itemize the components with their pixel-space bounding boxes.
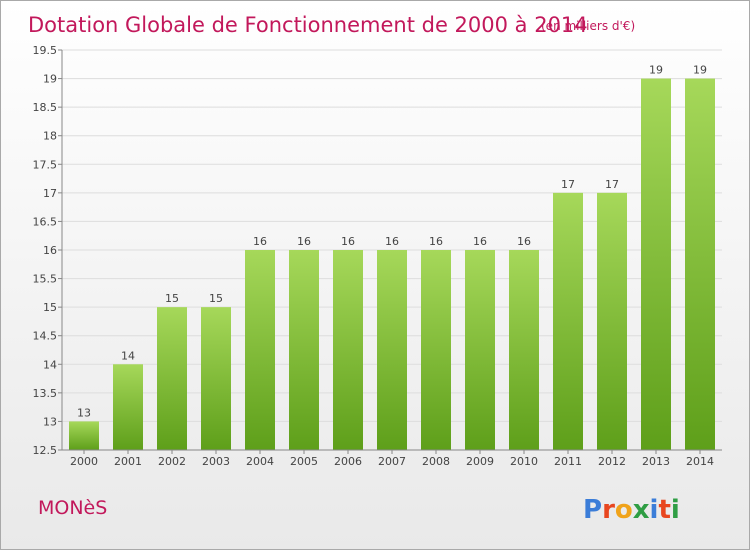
x-tick-label: 2010 [510,455,538,468]
y-tick-label: 14.5 [33,330,58,343]
y-tick-label: 12.5 [33,444,58,457]
logo-letter: r [602,495,615,525]
bar-value-label: 15 [165,292,179,305]
bar-value-label: 14 [121,349,135,362]
logo-letter: i [671,495,680,525]
bar [597,192,627,450]
bar [289,250,319,450]
x-tick-label: 2002 [158,455,186,468]
bar-value-label: 16 [341,235,355,248]
y-tick-label: 16 [43,244,57,257]
bar [465,250,495,450]
chart-title: Dotation Globale de Fonctionnement de 20… [28,13,588,37]
bar [685,78,715,451]
logo-letter: t [658,495,670,525]
x-tick-label: 2008 [422,455,450,468]
x-tick-label: 2014 [686,455,714,468]
x-tick-label: 2004 [246,455,274,468]
y-tick-label: 19 [43,73,57,86]
bar-value-label: 16 [473,235,487,248]
commune-name: MONèS [38,497,107,519]
bar [69,421,99,450]
y-tick-label: 15 [43,301,57,314]
y-tick-label: 15.5 [33,273,58,286]
bar-value-label: 17 [605,178,619,191]
bar [245,250,275,450]
x-tick-label: 2009 [466,455,494,468]
bar-value-label: 19 [649,64,663,77]
bar [509,250,539,450]
x-tick-label: 2013 [642,455,670,468]
bar [553,192,583,450]
bar-value-label: 16 [429,235,443,248]
y-tick-label: 13.5 [33,387,58,400]
x-tick-label: 2011 [554,455,582,468]
x-tick-label: 2005 [290,455,318,468]
x-tick-label: 2007 [378,455,406,468]
bar-value-label: 13 [77,406,91,419]
x-tick-label: 2003 [202,455,230,468]
y-tick-label: 18.5 [33,101,58,114]
proxiti-logo: Proxiti [583,495,680,525]
logo-letter: P [583,495,602,525]
y-tick-label: 17 [43,187,57,200]
x-tick-label: 2000 [70,455,98,468]
bar [157,307,187,450]
bar-value-label: 15 [209,292,223,305]
bar [201,307,231,450]
bar-value-label: 19 [693,64,707,77]
y-tick-label: 19.5 [33,44,58,57]
x-tick-label: 2006 [334,455,362,468]
bar [641,78,671,451]
y-tick-label: 17.5 [33,158,58,171]
x-tick-label: 2012 [598,455,626,468]
logo-letter: x [633,495,650,525]
bar-value-label: 16 [385,235,399,248]
bar-value-label: 16 [297,235,311,248]
bar [421,250,451,450]
logo-letter: o [615,495,633,525]
y-tick-label: 18 [43,130,57,143]
logo-letter: i [650,495,659,525]
y-tick-label: 13 [43,415,57,428]
bar [377,250,407,450]
bar-value-label: 16 [253,235,267,248]
y-tick-label: 14 [43,358,57,371]
bar-value-label: 16 [517,235,531,248]
bar [333,250,363,450]
axes: 12.5 13 13.5 14 14.5 15 15.5 16 16.5 17 17.5 18 18.5… [33,44,722,468]
bar [113,364,143,450]
x-tick-label: 2001 [114,455,142,468]
chart-unit: (en milliers d'€) [541,19,635,33]
bars: 13 14 15 15 16 16 16 16 16 16 16 17 17 19 19 [69,64,715,451]
y-tick-label: 16.5 [33,215,58,228]
bar-value-label: 17 [561,178,575,191]
